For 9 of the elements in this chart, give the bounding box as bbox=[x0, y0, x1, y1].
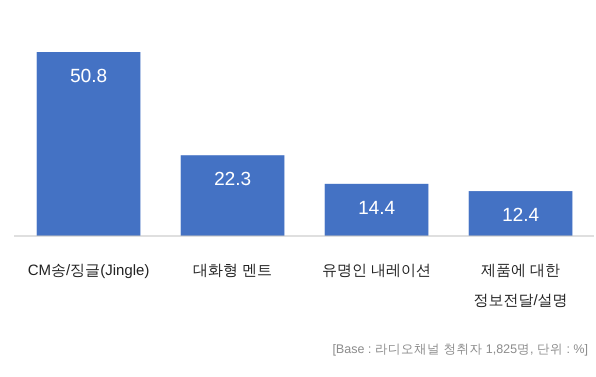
x-tick-label: 유명인 내레이션 bbox=[322, 262, 432, 279]
data-label: 14.4 bbox=[358, 198, 396, 219]
data-label: 50.8 bbox=[70, 66, 108, 87]
data-label: 22.3 bbox=[214, 169, 252, 190]
text: [Base : 라디오채널 청취자 1,825명, 단위 : %] bbox=[332, 342, 588, 356]
data-label: 12.4 bbox=[502, 205, 540, 226]
x-tick-label: 대화형 멘트 bbox=[192, 262, 272, 279]
x-tick-label: 제품에 대한 정보전달/설명 bbox=[473, 262, 568, 309]
x-tick-label: CM송/징글(Jingle) bbox=[28, 262, 150, 279]
